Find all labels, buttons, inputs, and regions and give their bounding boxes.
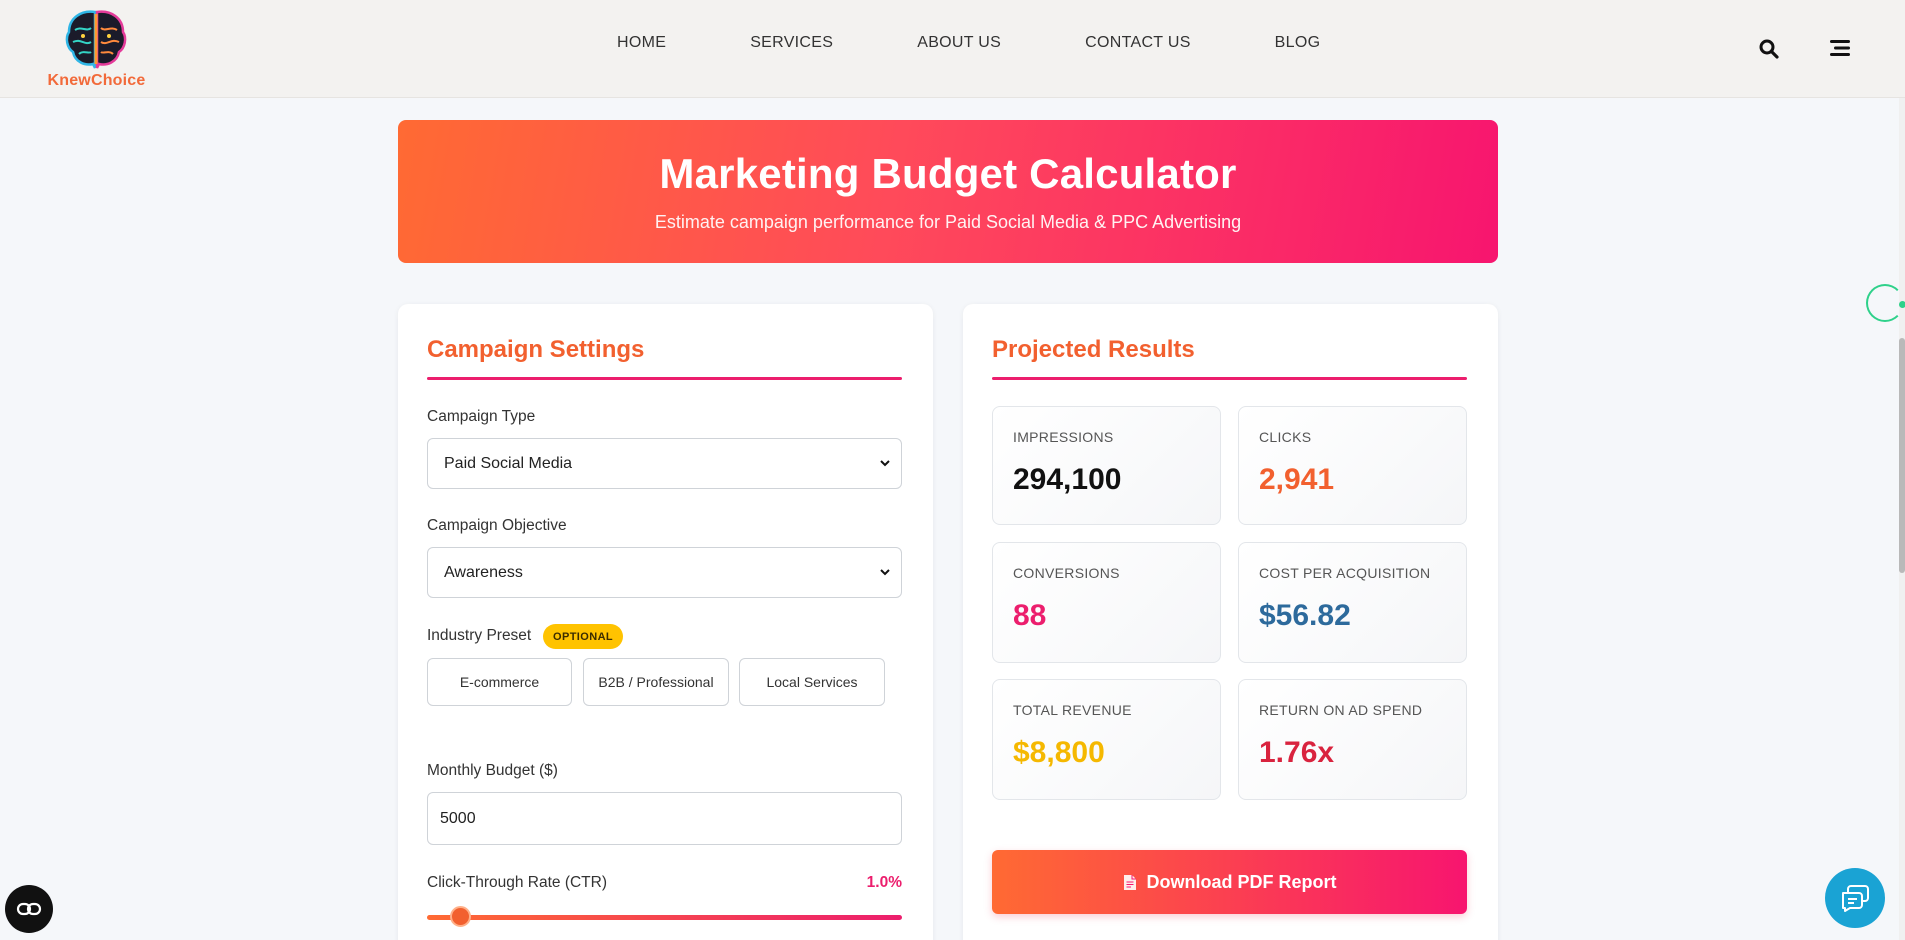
page-title: Marketing Budget Calculator (659, 150, 1237, 197)
page-subtitle: Estimate campaign performance for Paid S… (654, 212, 1242, 232)
campaign-settings-panel: Campaign Settings Campaign Type Paid Soc… (398, 304, 933, 940)
projected-results-panel: Projected Results IMPRESSIONS 294,100 CL… (963, 304, 1498, 940)
ctr-slider-thumb[interactable] (450, 906, 472, 927)
ring-dot (1899, 301, 1905, 308)
card-label: IMPRESSIONS (1013, 429, 1114, 445)
loading-ring-widget[interactable] (1866, 284, 1905, 322)
preset-local-services-button[interactable]: Local Services (739, 658, 885, 706)
scrollbar-thumb[interactable] (1899, 338, 1905, 573)
card-label: CLICKS (1259, 429, 1312, 445)
total-revenue-value: $8,800 (1013, 736, 1105, 769)
chevron-down-icon (880, 569, 890, 576)
campaign-objective-select[interactable]: Awareness (427, 547, 902, 598)
campaign-type-value: Paid Social Media (444, 454, 573, 472)
nav-home[interactable]: HOME (617, 34, 667, 51)
preset-b2b-button[interactable]: B2B / Professional (583, 658, 729, 706)
card-label: TOTAL REVENUE (1013, 702, 1132, 718)
nav-services[interactable]: SERVICES (750, 34, 834, 51)
nav-contact-us[interactable]: CONTACT US (1085, 34, 1191, 51)
page-scrollbar[interactable] (1899, 98, 1905, 940)
settings-divider (427, 377, 902, 380)
hero-banner: Marketing Budget Calculator Estimate cam… (398, 120, 1498, 263)
nav-blog[interactable]: BLOG (1274, 34, 1321, 51)
brand-logo[interactable]: KnewChoice (44, 8, 149, 92)
ctr-slider-track[interactable] (427, 915, 902, 920)
campaign-objective-label: Campaign Objective (427, 517, 567, 534)
total-revenue-card: TOTAL REVENUE $8,800 (992, 679, 1221, 800)
search-icon[interactable] (1758, 38, 1780, 60)
accessibility-button[interactable] (5, 885, 53, 933)
download-pdf-label: Download PDF Report (1146, 871, 1337, 892)
main-nav: HOME SERVICES ABOUT US CONTACT US BLOG (617, 0, 1320, 86)
brand-name: KnewChoice (47, 72, 146, 89)
ctr-label: Click-Through Rate (CTR) (427, 874, 608, 891)
preset-ecommerce-button[interactable]: E-commerce (427, 658, 572, 706)
impressions-card: IMPRESSIONS 294,100 (992, 406, 1221, 525)
impressions-value: 294,100 (1013, 463, 1122, 496)
settings-title: Campaign Settings (427, 336, 645, 363)
campaign-type-select[interactable]: Paid Social Media (427, 438, 902, 489)
site-header: KnewChoice HOME SERVICES ABOUT US CONTAC… (0, 0, 1905, 98)
document-icon (1123, 874, 1136, 890)
campaign-type-label: Campaign Type (427, 408, 536, 425)
chevron-down-icon (880, 460, 890, 467)
card-label: CONVERSIONS (1013, 565, 1120, 581)
industry-preset-label: Industry Preset (427, 627, 532, 644)
cost-per-acquisition-card: COST PER ACQUISITION $56.82 (1238, 542, 1467, 663)
ctr-value: 1.0% (866, 874, 902, 891)
nav-about-us[interactable]: ABOUT US (917, 34, 1002, 51)
cost-per-acquisition-value: $56.82 (1259, 599, 1351, 632)
accessibility-icon (16, 902, 42, 916)
monthly-budget-label: Monthly Budget ($) (427, 762, 558, 779)
chat-icon (1842, 885, 1869, 912)
clicks-value: 2,941 (1259, 463, 1335, 496)
roas-value: 1.76x (1259, 736, 1335, 769)
results-divider (992, 377, 1467, 380)
roas-card: RETURN ON AD SPEND 1.76x (1238, 679, 1467, 800)
clicks-card: CLICKS 2,941 (1238, 406, 1467, 525)
results-title: Projected Results (992, 336, 1195, 363)
campaign-objective-value: Awareness (444, 563, 523, 581)
conversions-value: 88 (1013, 599, 1047, 632)
card-label: COST PER ACQUISITION (1259, 565, 1431, 581)
menu-icon[interactable] (1828, 38, 1852, 58)
conversions-card: CONVERSIONS 88 (992, 542, 1221, 663)
download-pdf-button[interactable]: Download PDF Report (992, 850, 1467, 914)
monthly-budget-input[interactable]: 5000 (427, 792, 902, 845)
chat-button[interactable] (1825, 868, 1885, 928)
brain-logo-icon (65, 10, 127, 69)
optional-badge: OPTIONAL (543, 624, 624, 649)
card-label: RETURN ON AD SPEND (1259, 702, 1423, 718)
